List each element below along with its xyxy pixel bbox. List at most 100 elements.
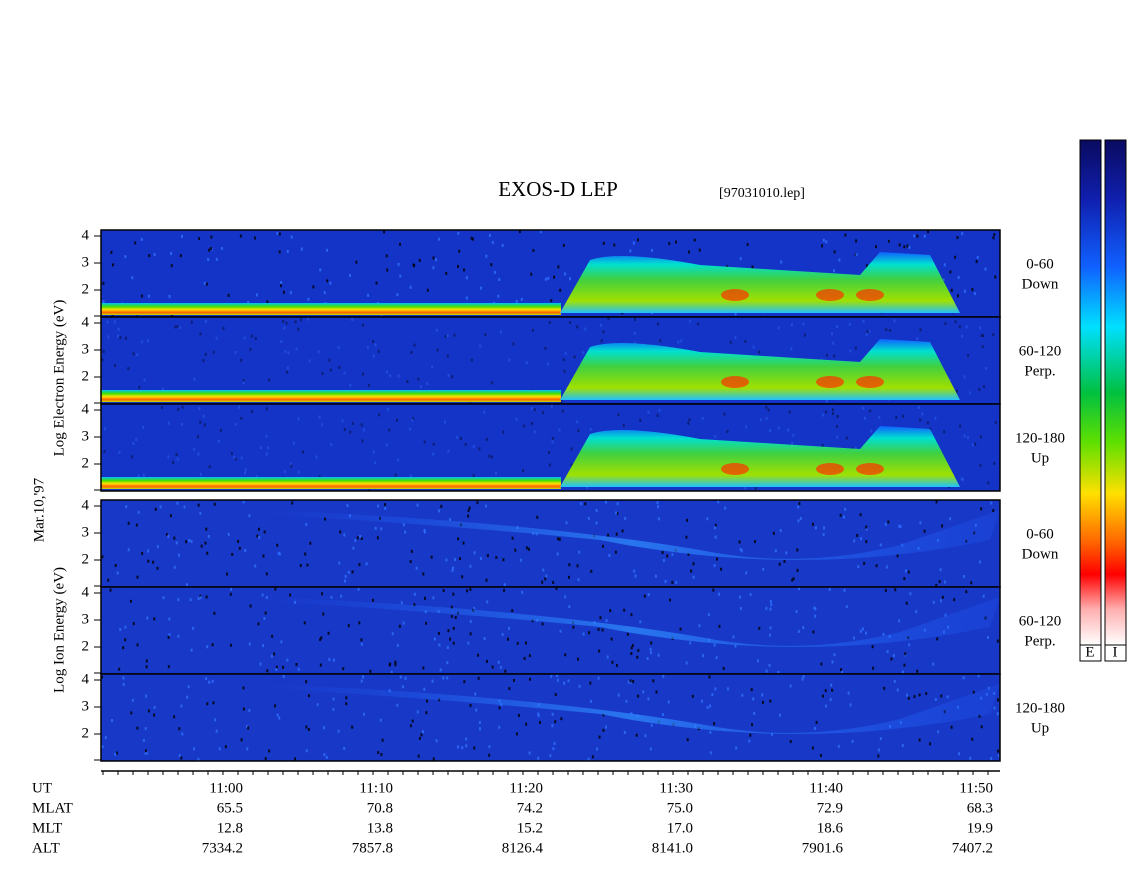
noise [444, 334, 447, 338]
noise [408, 427, 411, 431]
noise [249, 347, 252, 351]
noise [630, 652, 633, 656]
noise [884, 522, 887, 526]
noise [714, 535, 717, 539]
noise [514, 548, 517, 552]
noise [993, 461, 996, 465]
noise [576, 564, 579, 568]
noise [629, 679, 632, 683]
noise [397, 262, 400, 266]
noise [888, 239, 891, 243]
noise [854, 447, 857, 451]
noise [394, 473, 397, 477]
noise [101, 358, 104, 362]
noise [539, 230, 542, 234]
noise [822, 526, 825, 530]
noise [753, 711, 756, 715]
noise [213, 611, 216, 615]
hot-spot [856, 376, 884, 388]
noise [687, 552, 690, 556]
noise [127, 548, 130, 552]
noise [765, 405, 768, 409]
noise [657, 517, 660, 521]
noise [386, 268, 389, 272]
noise [559, 629, 562, 633]
noise [374, 343, 377, 347]
noise [193, 747, 196, 751]
noise [396, 643, 399, 647]
noise [828, 587, 831, 591]
noise [197, 435, 200, 439]
noise [633, 331, 636, 335]
noise [527, 547, 530, 551]
noise [722, 666, 725, 670]
noise [954, 320, 957, 324]
noise [148, 254, 151, 258]
noise [832, 341, 835, 345]
noise [452, 626, 455, 630]
colorbar-label: I [1113, 644, 1118, 660]
noise [362, 323, 365, 327]
noise [131, 455, 134, 459]
noise [644, 734, 647, 738]
noise [278, 232, 281, 236]
noise [669, 598, 672, 602]
noise [862, 320, 865, 324]
y-tick-label: 3 [82, 428, 90, 444]
noise [167, 635, 170, 639]
noise [132, 442, 135, 446]
noise [422, 730, 425, 734]
noise [901, 670, 904, 674]
noise [622, 423, 625, 427]
noise [286, 250, 289, 254]
noise [385, 443, 388, 447]
noise [453, 557, 456, 561]
noise [168, 294, 171, 298]
noise [198, 237, 201, 241]
noise [754, 486, 757, 490]
noise [720, 567, 723, 571]
noise [246, 725, 249, 729]
y-tick-label: 3 [82, 254, 90, 270]
noise [449, 637, 452, 641]
noise [515, 417, 518, 421]
noise [688, 250, 691, 254]
noise [990, 756, 993, 760]
noise [212, 350, 215, 354]
noise [193, 448, 196, 452]
noise [454, 615, 457, 619]
noise [412, 263, 415, 267]
noise [630, 646, 633, 650]
noise [790, 347, 793, 351]
noise [746, 242, 749, 246]
noise [113, 364, 116, 368]
noise [801, 677, 804, 681]
noise [479, 727, 482, 731]
noise [555, 587, 558, 591]
ion-axis-label: Log Ion Energy (eV) [51, 567, 67, 693]
noise [465, 744, 468, 748]
noise [473, 606, 476, 610]
noise [360, 679, 363, 683]
spectrograms [100, 229, 1001, 762]
noise [307, 727, 310, 731]
noise [351, 317, 354, 321]
noise [181, 732, 184, 736]
y-tick-label: 2 [82, 638, 90, 654]
noise [598, 649, 601, 653]
panel-angle: 60-120 [1019, 343, 1062, 359]
row-value: 19.9 [967, 820, 993, 836]
noise [797, 629, 800, 633]
noise [193, 377, 196, 381]
noise [521, 590, 524, 594]
noise [380, 753, 383, 757]
noise [305, 522, 308, 526]
noise [932, 600, 935, 604]
noise [587, 516, 590, 520]
noise [780, 260, 783, 264]
noise [365, 562, 368, 566]
noise [690, 569, 693, 573]
noise [909, 592, 912, 596]
noise [317, 350, 320, 354]
noise [617, 693, 620, 697]
